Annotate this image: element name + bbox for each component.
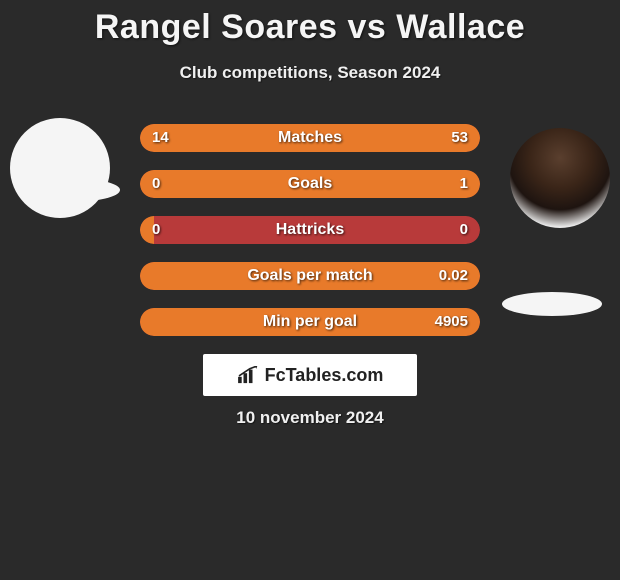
subtitle: Club competitions, Season 2024	[0, 63, 620, 83]
player-right-avatar	[510, 128, 610, 228]
bar-label: Matches	[140, 124, 480, 152]
stat-bar: 1453Matches	[140, 124, 480, 152]
date-line: 10 november 2024	[0, 408, 620, 428]
bar-label: Goals per match	[140, 262, 480, 290]
watermark: FcTables.com	[203, 354, 417, 396]
bar-label: Min per goal	[140, 308, 480, 336]
stat-bar: 01Goals	[140, 170, 480, 198]
stat-bar: 0.02Goals per match	[140, 262, 480, 290]
stat-bar: 00Hattricks	[140, 216, 480, 244]
chart-icon	[237, 366, 259, 384]
player-left-avatar	[10, 118, 110, 218]
player-right-shadow	[502, 292, 602, 316]
player-left-shadow	[20, 178, 120, 202]
watermark-text: FcTables.com	[265, 365, 384, 386]
stat-bars: 1453Matches 01Goals 00Hattricks 0.02Goals p…	[140, 124, 480, 354]
bar-label: Hattricks	[140, 216, 480, 244]
bar-label: Goals	[140, 170, 480, 198]
stat-bar: 4905Min per goal	[140, 308, 480, 336]
page-title: Rangel Soares vs Wallace	[0, 0, 620, 47]
